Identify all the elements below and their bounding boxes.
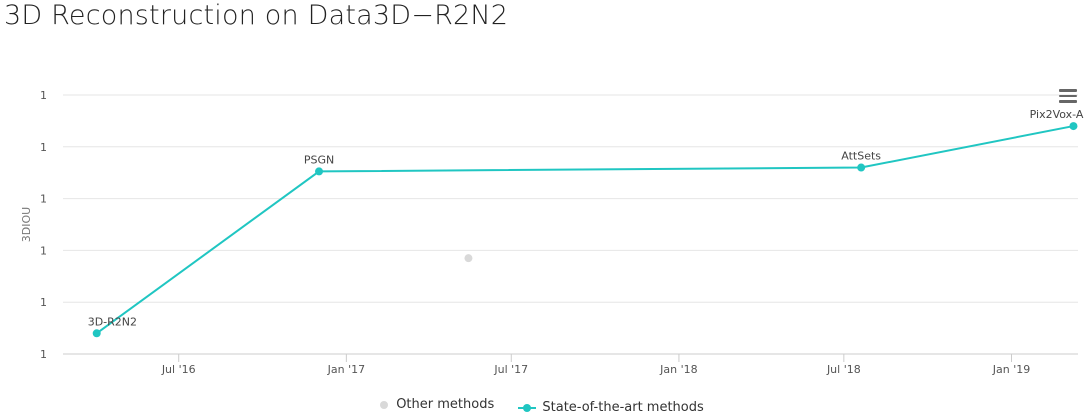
sota-point-label: PSGN xyxy=(304,153,334,166)
x-tick-label: Jul '17 xyxy=(493,363,528,376)
y-tick-label: 1 xyxy=(40,89,47,102)
y-tick-label: 1 xyxy=(40,296,47,309)
y-axis-title: 3DIOU xyxy=(20,207,33,242)
other-method-point xyxy=(464,254,473,263)
hamburger-menu-icon[interactable] xyxy=(1059,89,1077,103)
page-title: 3D Reconstruction on Data3D−R2N2 xyxy=(4,0,509,31)
legend: Other methods State-of-the-art methods xyxy=(0,397,1084,415)
sota-point-label: Pix2Vox-A xyxy=(1030,108,1084,121)
series: 3D-R2N2 PSGN AttSets Pix2Vox-A xyxy=(88,108,1084,338)
sota-point-label: 3D-R2N2 xyxy=(88,315,137,328)
legend-sota-label: State-of-the-art methods xyxy=(542,400,704,415)
legend-item-sota-methods[interactable]: State-of-the-art methods xyxy=(518,400,704,415)
y-tick-label: 1 xyxy=(40,348,47,361)
x-tick-label: Jan '18 xyxy=(659,363,697,376)
y-tick-label: 1 xyxy=(40,193,47,206)
legend-other-label: Other methods xyxy=(396,397,495,412)
sota-point xyxy=(1069,122,1078,131)
x-tick-label: Jan '17 xyxy=(327,363,365,376)
legend-sota-marker-icon xyxy=(518,403,537,412)
y-tick-label: 1 xyxy=(40,141,47,154)
grid xyxy=(63,94,1078,355)
sota-point xyxy=(857,163,866,172)
x-tick-label: Jul '16 xyxy=(161,363,196,376)
sota-series-line xyxy=(96,125,1074,335)
sota-point xyxy=(92,329,101,338)
axes: 1 1 1 1 1 1 Jul '16 Jan '17 Jul '17 Jan '18 Jul '1… xyxy=(40,89,1030,376)
x-tick-label: Jan '19 xyxy=(992,363,1030,376)
legend-other-marker-icon xyxy=(380,400,389,409)
sota-point xyxy=(315,167,324,176)
y-tick-label: 1 xyxy=(40,244,47,257)
x-tick-label: Jul '18 xyxy=(826,363,861,376)
sota-point-label: AttSets xyxy=(841,150,881,163)
legend-item-other-methods[interactable]: Other methods xyxy=(380,397,494,412)
